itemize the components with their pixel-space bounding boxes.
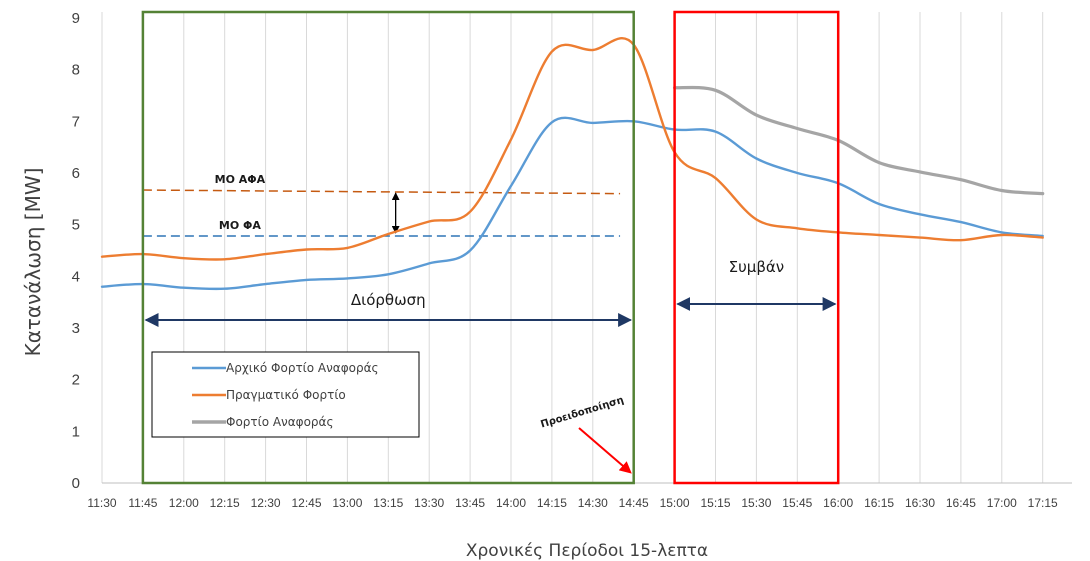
x-tick-label: 15:30 bbox=[741, 496, 771, 510]
legend-label: Αρχικό Φορτίο Αναφοράς bbox=[226, 361, 379, 375]
reference-lines: ΜΟ ΑΦΑ ΜΟ ΦΑ bbox=[142, 173, 621, 237]
y-tick-label: 2 bbox=[72, 372, 80, 389]
reference-line bbox=[142, 189, 621, 195]
series-line bbox=[100, 116, 1044, 291]
x-tick-label: 13:30 bbox=[414, 496, 444, 510]
y-tick-label: 5 bbox=[72, 217, 80, 234]
x-tick-label: 11:30 bbox=[87, 496, 116, 510]
x-tick-label: 16:15 bbox=[864, 496, 894, 510]
y-tick-label: 4 bbox=[72, 268, 80, 285]
x-tick-label: 14:30 bbox=[578, 496, 608, 510]
legend: Αρχικό Φορτίο Αναφοράς Πραγματικό Φορτίο Φ… bbox=[151, 351, 420, 438]
reference-line-label: ΜΟ ΦΑ bbox=[219, 219, 261, 232]
x-axis-title: Χρονικές Περίοδοι 15-λεπτα bbox=[466, 541, 708, 561]
x-tick-label: 12:30 bbox=[251, 496, 281, 510]
x-tick-label: 12:15 bbox=[210, 496, 240, 510]
x-tick-label: 16:00 bbox=[823, 496, 853, 510]
series-line bbox=[673, 85, 1045, 196]
x-tick-label: 14:45 bbox=[619, 496, 649, 510]
x-tick-label: 11:45 bbox=[128, 496, 157, 510]
series-lines bbox=[100, 37, 1045, 291]
x-tick-label: 15:15 bbox=[700, 496, 730, 510]
correction-label: Διόρθωση bbox=[351, 291, 426, 309]
legend-label: Πραγματικό Φορτίο bbox=[226, 388, 346, 402]
y-axis-title: Κατανάλωση [MW] bbox=[21, 168, 45, 357]
region-box bbox=[673, 10, 840, 485]
x-tick-label: 13:00 bbox=[332, 496, 362, 510]
x-tick-label: 16:30 bbox=[905, 496, 935, 510]
x-tick-label: 17:00 bbox=[987, 496, 1017, 510]
reference-line-label: ΜΟ ΑΦΑ bbox=[215, 173, 266, 186]
y-tick-label: 9 bbox=[72, 10, 80, 27]
series-line bbox=[100, 37, 1044, 261]
highlight-regions bbox=[141, 10, 840, 485]
x-tick-label: 12:00 bbox=[169, 496, 199, 510]
x-tick-label: 12:45 bbox=[291, 496, 321, 510]
x-tick-label: 15:00 bbox=[660, 496, 690, 510]
legend-label: Φορτίο Αναφοράς bbox=[226, 415, 334, 429]
x-tick-label: 14:15 bbox=[537, 496, 567, 510]
x-tick-labels: 11:30 11:45 12:00 12:15 12:30 12:45 13:00 13:15… bbox=[87, 496, 1058, 510]
y-tick-label: 0 bbox=[72, 475, 80, 492]
x-tick-label: 17:15 bbox=[1028, 496, 1058, 510]
y-tick-label: 8 bbox=[72, 62, 80, 79]
y-tick-label: 1 bbox=[72, 423, 80, 440]
x-tick-label: 13:45 bbox=[455, 496, 485, 510]
region-box bbox=[141, 10, 635, 485]
x-tick-label: 13:15 bbox=[373, 496, 403, 510]
x-tick-label: 15:45 bbox=[782, 496, 812, 510]
y-tick-label: 6 bbox=[72, 165, 80, 182]
y-tick-label: 7 bbox=[72, 113, 80, 130]
x-tick-label: 14:00 bbox=[496, 496, 526, 510]
warning-arrow bbox=[578, 427, 632, 474]
y-tick-labels: 0 1 2 3 4 5 6 7 8 9 bbox=[72, 10, 80, 492]
event-label: Συμβάν bbox=[729, 258, 785, 276]
y-tick-label: 3 bbox=[72, 320, 80, 337]
x-tick-label: 16:45 bbox=[946, 496, 976, 510]
